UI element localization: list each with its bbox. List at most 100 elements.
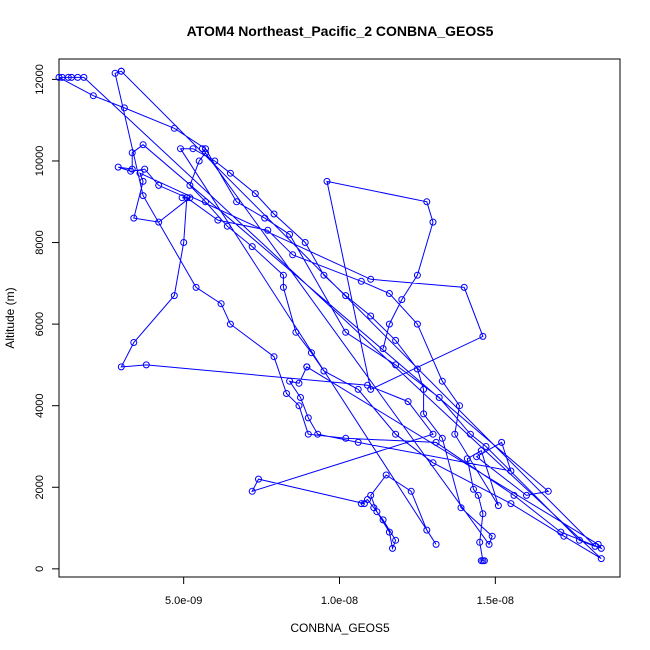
data-point — [186, 181, 194, 189]
series-layer — [55, 67, 605, 565]
data-point — [307, 349, 315, 357]
data-point — [255, 475, 262, 483]
data-point — [301, 239, 309, 246]
data-point — [429, 430, 437, 438]
data-point — [270, 210, 278, 218]
data-point — [111, 69, 119, 77]
data-point — [120, 104, 128, 112]
data-point — [488, 532, 496, 540]
data-point — [429, 218, 437, 226]
data-point — [392, 361, 400, 369]
series-line — [58, 70, 603, 562]
data-point — [297, 394, 304, 401]
data-point — [261, 214, 269, 222]
x-tick-label: 5.0e-09 — [165, 595, 202, 607]
data-point — [233, 198, 241, 206]
data-point — [423, 198, 431, 206]
data-point — [507, 467, 515, 475]
data-point — [407, 487, 415, 495]
data-point — [180, 239, 188, 246]
data-point — [142, 361, 150, 369]
data-point — [289, 251, 297, 259]
data-point — [423, 526, 431, 534]
data-point — [211, 157, 219, 165]
x-axis: 5.0e-09 1.0e-08 1.5e-08 — [165, 577, 514, 607]
data-point — [342, 434, 350, 442]
data-point — [320, 271, 328, 279]
data-point — [379, 345, 387, 353]
data-point — [130, 339, 138, 346]
data-point — [286, 230, 294, 238]
data-point — [248, 487, 256, 495]
data-point — [385, 528, 393, 536]
data-point — [195, 157, 203, 165]
y-tick-label: 4000 — [34, 393, 46, 417]
data-point — [385, 320, 393, 328]
data-point — [304, 430, 312, 438]
data-point — [155, 218, 163, 226]
data-point — [392, 336, 400, 344]
y-tick-label: 0 — [34, 566, 46, 572]
data-point — [279, 271, 287, 279]
data-point — [136, 169, 144, 177]
data-point — [438, 377, 446, 385]
data-point — [295, 379, 303, 387]
data-point — [80, 73, 88, 81]
data-point — [357, 277, 365, 285]
data-point — [379, 516, 387, 524]
data-point — [498, 438, 506, 446]
data-point — [560, 532, 568, 540]
data-point — [170, 124, 178, 132]
data-point — [217, 300, 225, 308]
data-point — [130, 214, 138, 222]
data-point — [432, 438, 440, 446]
data-point — [392, 536, 400, 544]
data-point — [367, 275, 375, 283]
data-point — [139, 141, 147, 149]
data-point — [170, 292, 178, 300]
data-point — [507, 500, 515, 508]
data-point — [463, 455, 471, 463]
data-point — [89, 92, 97, 100]
data-point — [128, 165, 136, 173]
x-axis-label: CONBNA_GEOS5 — [290, 621, 390, 635]
data-point — [155, 181, 163, 189]
data-point — [139, 192, 147, 200]
y-tick-label: 8000 — [34, 230, 46, 254]
data-point — [398, 296, 406, 304]
data-point — [474, 491, 482, 499]
data-point — [420, 385, 428, 393]
data-point — [114, 163, 122, 171]
data-point — [354, 438, 362, 446]
data-point — [314, 430, 322, 438]
data-point — [292, 328, 300, 336]
data-point — [494, 502, 502, 510]
data-point — [456, 402, 463, 410]
data-point — [320, 367, 328, 375]
data-point — [189, 145, 197, 153]
y-axis-label: Altitude (m) — [3, 287, 17, 348]
data-point — [117, 67, 125, 75]
data-point — [139, 177, 147, 185]
y-tick-label: 6000 — [34, 312, 46, 336]
data-point — [476, 538, 484, 546]
data-point — [55, 73, 63, 81]
data-point — [413, 271, 421, 279]
chart-title: ATOM4 Northeast_Pacific_2 CONBNA_GEOS5 — [187, 23, 494, 39]
data-point — [223, 222, 231, 230]
data-point — [323, 177, 331, 185]
data-point — [178, 194, 186, 202]
data-point — [342, 292, 350, 300]
data-point — [591, 542, 599, 550]
data-point — [482, 443, 490, 450]
data-point — [117, 363, 125, 371]
data-point — [283, 390, 290, 397]
data-point — [576, 536, 583, 544]
data-point — [382, 471, 390, 479]
data-point — [251, 190, 259, 198]
data-point — [192, 283, 200, 291]
y-tick-label: 2000 — [34, 475, 46, 499]
data-point — [477, 447, 485, 455]
data-point — [479, 510, 487, 518]
